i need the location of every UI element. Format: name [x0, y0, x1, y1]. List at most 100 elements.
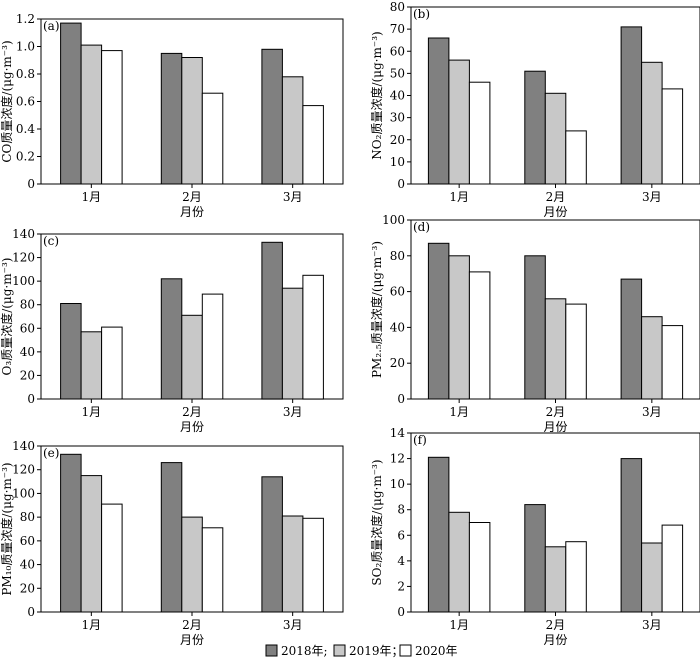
y-tick-label: 40	[390, 89, 405, 103]
bar-3月-series-3	[302, 105, 324, 185]
y-tick-label: 14	[390, 426, 406, 440]
bar-1月-series-2	[80, 475, 103, 613]
y-tick-label: 4	[397, 554, 405, 568]
panel-label: (a)	[43, 19, 60, 33]
bar-3月-series-2	[281, 515, 304, 613]
bar-1月-series-3	[468, 271, 491, 400]
bar-1月-series-3	[101, 326, 123, 400]
bar-2月-series-3	[565, 541, 587, 613]
y-tick-label: 12	[390, 452, 405, 466]
y-tick-label: 0	[27, 605, 35, 619]
y-axis-label: PM₁₀质量浓度/(μg·m⁻³)	[0, 462, 14, 595]
panel-label: (e)	[43, 446, 59, 460]
x-tick-label: 3月	[642, 190, 662, 204]
bar-3月-series-1	[620, 458, 643, 613]
bar-2月-series-1	[524, 255, 546, 400]
y-tick-label: 40	[390, 320, 405, 334]
bar-2月-series-3	[201, 92, 224, 185]
y-tick-label: 1.0	[16, 40, 35, 54]
bar-1月-series-1	[60, 453, 82, 613]
bar-1月-series-1	[427, 242, 450, 400]
panel-label: (d)	[413, 220, 430, 234]
bar-2月-series-2	[544, 298, 567, 400]
legend-swatch-1	[265, 644, 278, 657]
bar-1月-series-2	[448, 255, 470, 400]
y-tick-label: 140	[12, 227, 35, 241]
bar-3月-series-1	[261, 48, 283, 185]
legend-label-3: 2020年	[415, 644, 458, 658]
bar-3月-series-3	[661, 88, 684, 185]
bar-1月-series-2	[80, 331, 103, 400]
y-tick-label: 0	[397, 177, 405, 191]
x-tick-label: 3月	[283, 618, 303, 632]
bar-2月-series-3	[565, 303, 587, 400]
y-tick-label: 0	[397, 392, 405, 406]
y-tick-label: 140	[12, 439, 35, 453]
x-axis-label: 月份	[543, 633, 567, 647]
bar-3月-series-3	[661, 524, 684, 613]
y-tick-label: 0	[27, 177, 35, 191]
y-tick-label: 60	[20, 534, 35, 548]
bar-2月-series-1	[160, 462, 183, 613]
bar-1月-series-2	[448, 511, 470, 613]
bar-3月-series-1	[620, 278, 643, 400]
y-tick-label: 100	[12, 274, 35, 288]
y-tick-label: 20	[390, 356, 405, 370]
y-tick-label: 100	[12, 486, 35, 500]
y-tick-label: 0	[397, 605, 405, 619]
x-tick-label: 1月	[82, 190, 102, 204]
legend-swatch-2	[333, 644, 346, 657]
y-tick-label: 60	[390, 285, 405, 299]
y-axis-label: PM₂.₅质量浓度/(μg·m⁻³)	[369, 241, 384, 378]
x-tick-label: 1月	[449, 405, 469, 419]
bar-1月-series-1	[60, 303, 82, 400]
y-tick-label: 10	[390, 155, 405, 169]
panel-label: (c)	[43, 234, 59, 248]
y-tick-label: 60	[390, 44, 405, 58]
x-tick-label: 2月	[546, 405, 566, 419]
bar-1月-series-3	[468, 81, 491, 185]
bar-1月-series-2	[80, 44, 103, 185]
y-tick-label: 50	[390, 66, 405, 80]
x-axis-label: 月份	[543, 205, 567, 219]
y-tick-label: 80	[390, 249, 405, 263]
bar-1月-series-3	[101, 50, 123, 185]
bar-3月-series-2	[641, 316, 663, 400]
bar-3月-series-3	[302, 517, 324, 613]
bar-2月-series-2	[544, 546, 567, 613]
x-tick-label: 3月	[642, 405, 662, 419]
bar-1月-series-2	[448, 59, 470, 185]
bar-2月-series-2	[181, 516, 203, 613]
y-tick-label: 0.2	[16, 150, 35, 164]
bar-1月-series-1	[427, 37, 450, 185]
bar-3月-series-1	[620, 26, 643, 185]
x-tick-label: 1月	[449, 190, 469, 204]
bar-3月-series-1	[261, 476, 283, 613]
x-tick-label: 3月	[283, 190, 303, 204]
y-tick-label: 20	[20, 581, 35, 595]
bar-2月-series-2	[181, 57, 203, 185]
y-tick-label: 80	[20, 510, 35, 524]
y-tick-label: 10	[390, 477, 405, 491]
x-tick-label: 2月	[182, 405, 202, 419]
legend-swatch-3	[399, 644, 412, 657]
legend-label-1: 2018年;	[281, 644, 328, 658]
bar-1月-series-3	[101, 503, 123, 613]
x-tick-label: 3月	[642, 618, 662, 632]
panel-label: (f)	[413, 433, 427, 447]
x-axis-label: 月份	[180, 420, 204, 434]
y-tick-label: 8	[397, 503, 405, 517]
x-tick-label: 1月	[449, 618, 469, 632]
y-tick-label: 60	[20, 321, 35, 335]
bar-2月-series-3	[565, 130, 587, 185]
legend: 2018年; 2019年； 2020年	[265, 644, 458, 658]
y-tick-label: 120	[12, 251, 35, 265]
y-tick-label: 0	[27, 392, 35, 406]
x-axis-label: 月份	[180, 633, 204, 647]
y-tick-label: 30	[390, 111, 405, 125]
y-tick-label: 40	[20, 558, 35, 572]
